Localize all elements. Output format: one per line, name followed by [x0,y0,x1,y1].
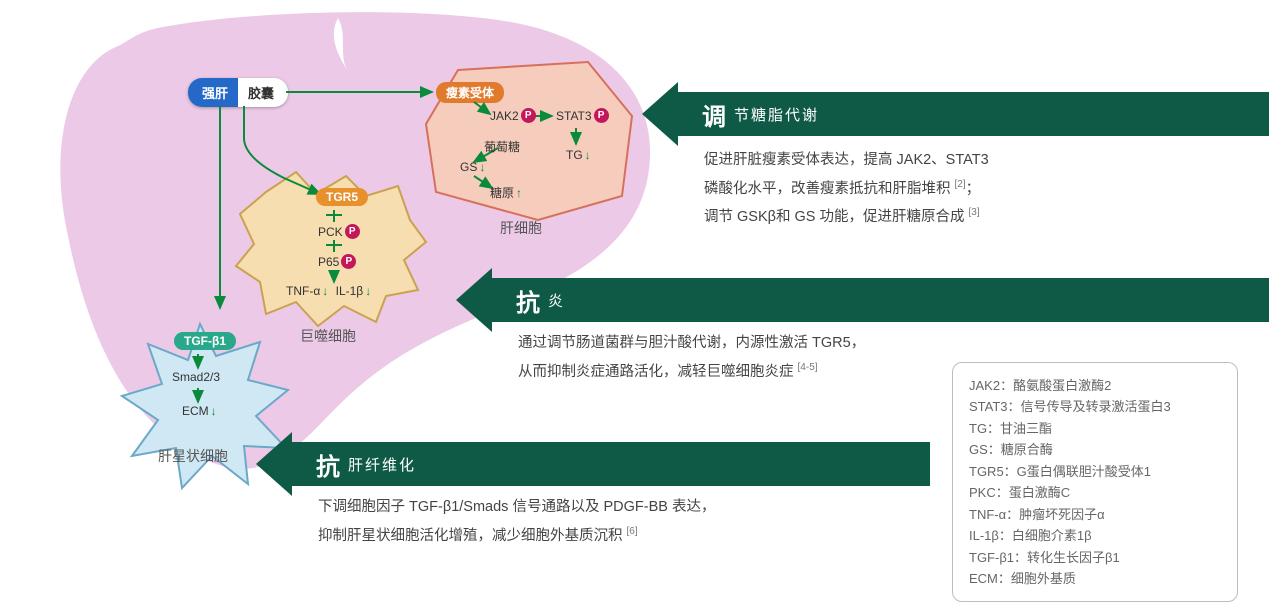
stellate-arrows [170,344,250,444]
tnf-il1b-node: TNF-α↓ IL-1β↓ [286,284,371,298]
p-badge-icon: P [521,108,536,123]
banner-arrowhead-icon [456,268,492,332]
p-badge-icon: P [594,108,609,123]
banner-antiinflam-desc: 通过调节肠道菌群与胆汁酸代谢，内源性激活 TGR5，从而抑制炎症通路活化，减轻巨… [518,330,948,386]
macrophage-label: 巨噬细胞 [300,326,356,346]
gs-node: GS↓ [460,160,485,174]
jak2-node: JAK2P [490,108,536,123]
diagram-canvas: 强肝 胶囊 瘦素受体 JAK2P STAT3P TG↓ 葡萄糖 GS↓ 糖原↑ … [0,0,1269,589]
ecm-node: ECM↓ [182,404,217,418]
banner-arrowhead-icon [642,82,678,146]
legend-item: STAT3：信号传导及转录激活蛋白3 [969,396,1221,417]
stat3-node: STAT3P [556,108,609,123]
glucose-node: 葡萄糖 [484,138,520,155]
legend-box: JAK2：酪氨酸蛋白激酶2 STAT3：信号传导及转录激活蛋白3 TG：甘油三酯… [952,362,1238,602]
legend-item: JAK2：酪氨酸蛋白激酶2 [969,375,1221,396]
banner-arrowhead-icon [256,432,292,496]
legend-item: GS：糖原合酶 [969,439,1221,460]
hepatocyte-label: 肝细胞 [500,218,542,238]
legend-item: TNF-α：肿瘤坏死因子α [969,504,1221,525]
legend-item: ECM：细胞外基质 [969,568,1221,589]
banner-metabolism: 调节糖脂代谢 [642,82,1269,146]
banner-metabolism-desc: 促进肝脏瘦素受体表达，提高 JAK2、STAT3磷酸化水平，改善瘦素抵抗和肝脂堆… [704,147,1224,231]
pck-node: PCKP [318,224,360,239]
banner-antiinflam: 抗炎 [456,268,1269,332]
p-badge-icon: P [341,254,356,269]
legend-item: TGF-β1：转化生长因子β1 [969,547,1221,568]
tg-node: TG↓ [566,148,591,162]
p65-node: P65P [318,254,356,269]
legend-item: PKC：蛋白激酶C [969,482,1221,503]
legend-item: TG：甘油三酯 [969,418,1221,439]
smad-node: Smad2/3 [172,370,220,384]
legend-item: TGR5：G蛋白偶联胆汁酸受体1 [969,461,1221,482]
legend-item: IL-1β：白细胞介素1β [969,525,1221,546]
glycogen-node: 糖原↑ [490,184,522,201]
p-badge-icon: P [345,224,360,239]
banner-antifibrosis-desc: 下调细胞因子 TGF-β1/Smads 信号通路以及 PDGF-BB 表达，抑制… [318,494,898,550]
stellate-label: 肝星状细胞 [158,446,228,466]
banner-antifibrosis: 抗肝纤维化 [256,432,930,496]
